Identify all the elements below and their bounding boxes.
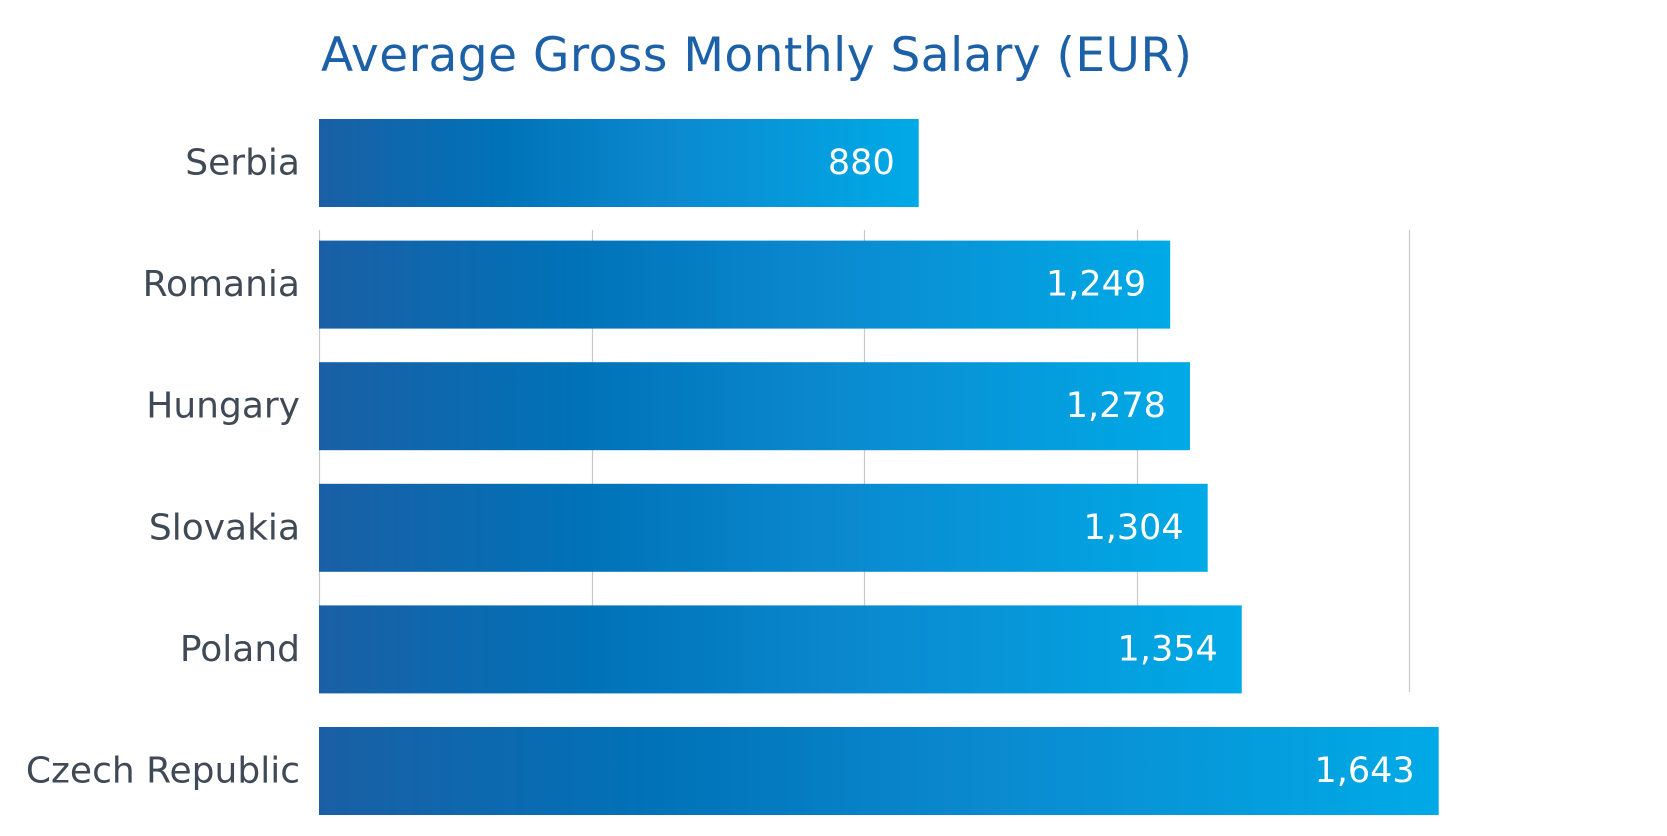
chart-title: Average Gross Monthly Salary (EUR) <box>321 28 1193 83</box>
category-label-5: Czech Republic <box>26 751 300 792</box>
bar-3 <box>319 483 1208 572</box>
bar-2 <box>319 362 1190 451</box>
bars <box>319 119 1439 815</box>
category-labels: Serbia Romania Hungary Slovakia Poland Czech … <box>26 143 300 792</box>
value-label-4: 1,354 <box>1118 629 1218 669</box>
category-label-4: Poland <box>180 629 300 670</box>
category-label-3: Slovakia <box>149 507 300 548</box>
bar-5 <box>319 727 1439 815</box>
category-label-2: Hungary <box>146 386 300 427</box>
value-label-2: 1,278 <box>1066 386 1166 426</box>
category-label-0: Serbia <box>185 143 300 184</box>
bar-1 <box>319 240 1171 329</box>
value-label-3: 1,304 <box>1083 508 1183 548</box>
value-labels: 880 1,249 1,278 1,304 1,354 1,643 <box>828 143 1415 791</box>
bar-4 <box>319 605 1242 694</box>
value-label-0: 880 <box>828 143 895 183</box>
bar-0 <box>319 119 919 207</box>
category-label-1: Romania <box>143 264 300 305</box>
value-label-1: 1,249 <box>1046 265 1146 305</box>
value-label-5: 1,643 <box>1315 751 1415 791</box>
